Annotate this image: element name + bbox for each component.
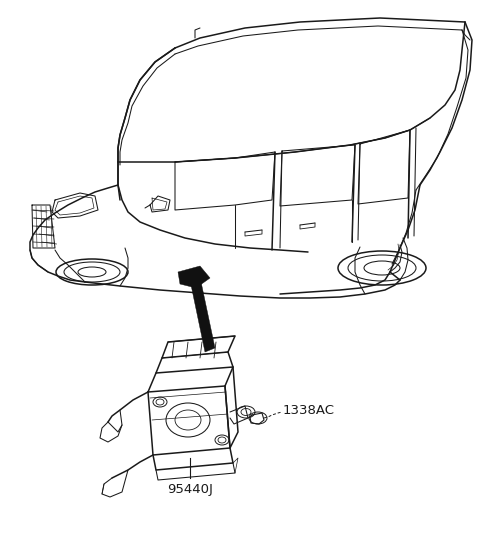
Text: 95440J: 95440J [167, 483, 213, 497]
Polygon shape [190, 277, 215, 352]
Text: 1338AC: 1338AC [283, 404, 335, 416]
Polygon shape [178, 266, 210, 288]
